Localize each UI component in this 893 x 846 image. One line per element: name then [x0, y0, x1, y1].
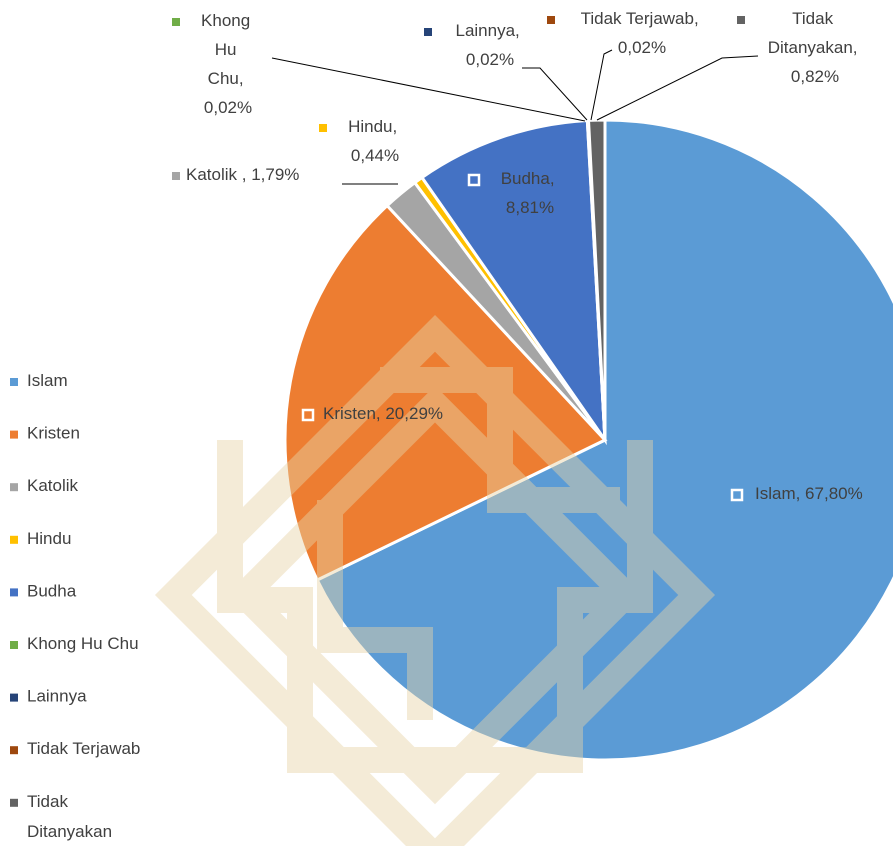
leader-line	[271, 57, 586, 122]
leader-lines	[271, 49, 759, 185]
label-marker	[467, 173, 481, 187]
data-label: Kristen, 20,29%	[323, 404, 443, 423]
label-line: Katolik , 1,79%	[186, 165, 299, 184]
label-line: 0,02%	[466, 50, 514, 69]
leader-line	[596, 55, 759, 121]
data-label: Khong Hu Chu, 0,02%	[201, 11, 255, 117]
label-line: 0,02%	[204, 98, 252, 117]
label-line: Tidak Terjawab,	[581, 9, 704, 28]
label-marker	[172, 172, 180, 180]
data-labels: Islam, 67,80% Kristen, 20,29% Katolik , 1,…	[172, 9, 863, 503]
pie	[283, 118, 893, 762]
data-label: Tidak Terjawab, 0,02%	[581, 9, 704, 57]
slice	[586, 118, 607, 441]
label-line: Katolik	[27, 477, 79, 496]
label-line: Budha,	[501, 169, 560, 188]
legend-label: Katolik	[27, 477, 79, 496]
legend-label: Islam	[27, 371, 68, 390]
label-line: 0,02%	[618, 38, 666, 57]
label-line: Tidak	[792, 9, 838, 28]
label-marker	[424, 28, 432, 36]
legend-marker	[10, 430, 18, 439]
label-line: Khong	[201, 11, 255, 30]
legend-marker	[10, 483, 18, 492]
data-label: Tidak Ditanyakan, 0,82%	[768, 9, 863, 86]
label-marker	[737, 16, 745, 24]
label-line: Ditanyakan,	[768, 38, 863, 57]
watermark	[154, 314, 716, 846]
legend-marker	[10, 693, 18, 702]
label-line: Hindu,	[348, 117, 402, 136]
legend-label: Kristen	[27, 424, 80, 443]
label-line: Tidak Terjawab	[27, 740, 140, 759]
data-label: Katolik , 1,79%	[186, 165, 299, 184]
label-marker	[730, 488, 744, 502]
label-marker	[301, 408, 315, 422]
label-line: Kristen	[27, 424, 80, 443]
label-line: Hindu	[27, 529, 71, 548]
legend-marker	[10, 746, 18, 755]
legend-label: Lainnya	[27, 687, 87, 706]
label-line: Lainnya,	[456, 21, 525, 40]
label-line: Kristen, 20,29%	[323, 404, 443, 423]
label-line: 8,81%	[506, 198, 554, 217]
label-line: 0,44%	[351, 146, 399, 165]
label-marker	[172, 18, 180, 26]
data-label: Lainnya, 0,02%	[456, 21, 525, 69]
leader-line	[522, 67, 588, 121]
legend-marker	[10, 798, 18, 807]
slice	[283, 203, 608, 583]
legend-marker	[10, 535, 18, 544]
legend-label: Tidak Ditanyakan	[27, 792, 112, 841]
legend-label: Budha	[27, 582, 77, 601]
label-line: Khong Hu Chu	[27, 634, 139, 653]
label-line: Hu	[215, 40, 241, 59]
label-line: Ditanyakan	[27, 822, 112, 841]
label-line: Budha	[27, 582, 77, 601]
label-line: Lainnya	[27, 687, 87, 706]
label-line: Tidak	[27, 792, 73, 811]
legend-label: Hindu	[27, 529, 71, 548]
data-label: Hindu, 0,44%	[348, 117, 402, 165]
label-line: Islam, 67,80%	[755, 484, 863, 503]
legend-marker	[10, 588, 18, 597]
legend: Islam Kristen Katolik Hindu Budha Khong Hu Ch…	[10, 371, 140, 841]
data-label: Budha, 8,81%	[501, 169, 560, 217]
label-marker	[319, 124, 327, 132]
label-line: 0,82%	[791, 67, 839, 86]
label-line: Islam	[27, 371, 68, 390]
label-line: Chu,	[208, 69, 249, 88]
legend-label: Tidak Terjawab	[27, 740, 140, 759]
legend-label: Khong Hu Chu	[27, 634, 139, 653]
legend-marker	[10, 378, 18, 386]
label-marker	[547, 16, 555, 24]
slice	[419, 118, 607, 446]
legend-marker	[10, 641, 18, 649]
data-label: Islam, 67,80%	[755, 484, 863, 503]
leader-line	[590, 49, 613, 121]
